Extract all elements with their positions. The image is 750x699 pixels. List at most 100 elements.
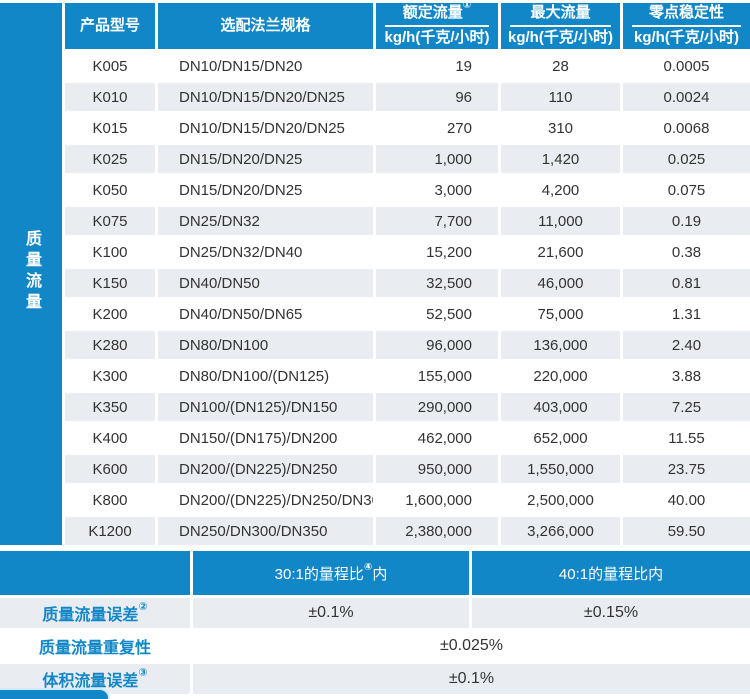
model-cell: K075: [65, 207, 155, 235]
repeatability-row: 质量流量重复性 ±0.025%: [0, 631, 750, 661]
flange-spec-cell: DN200/(DN225)/DN250: [158, 455, 373, 483]
rated-flow-cell: 290,000: [376, 393, 498, 421]
accuracy-header-turndown-30: 30:1的量程比④内: [193, 551, 469, 595]
rated-flow-cell: 950,000: [376, 455, 498, 483]
table-row: K800 DN200/(DN225)/DN250/DN300 1,600,000…: [0, 486, 750, 514]
footnote-4-icon: ④: [363, 561, 373, 573]
model-cell: K1200: [65, 517, 155, 545]
repeatability-value: ±0.025%: [193, 631, 750, 661]
model-cell: K150: [65, 269, 155, 297]
max-flow-cell: 4,200: [501, 176, 620, 204]
table-row: K1200 DN250/DN300/DN350 2,380,000 3,266,…: [0, 517, 750, 545]
header-zero-unit: kg/h(千克/小时): [634, 29, 739, 46]
spec-header-row: 质量流量 产品型号 选配法兰规格 额定流量① kg/h(千克/小时) 最大流量 …: [0, 3, 750, 545]
zero-stability-cell: 0.025: [623, 145, 750, 173]
flange-spec-cell: DN10/DN15/DN20: [158, 52, 373, 80]
flange-spec-cell: DN25/DN32: [158, 207, 373, 235]
flange-spec-cell: DN15/DN20/DN25: [158, 145, 373, 173]
max-flow-cell: 21,600: [501, 238, 620, 266]
flange-spec-cell: DN40/DN50: [158, 269, 373, 297]
accuracy-table: 30:1的量程比④内 40:1的量程比内 质量流量误差② ±0.1% ±0.15…: [0, 548, 750, 697]
zero-stability-cell: 0.0005: [623, 52, 750, 80]
mass-flow-error-row: 质量流量误差② ±0.1% ±0.15%: [0, 598, 750, 628]
header-zero-title: 零点稳定性: [648, 4, 724, 22]
zero-stability-cell: 0.81: [623, 269, 750, 297]
header-max-flow: 最大流量 kg/h(千克/小时): [501, 3, 620, 49]
zero-stability-cell: 0.0068: [623, 114, 750, 142]
table-row: K350 DN100/(DN125)/DN150 290,000 403,000…: [0, 393, 750, 421]
model-cell: K400: [65, 424, 155, 452]
max-flow-cell: 1,420: [501, 145, 620, 173]
footnote-2-icon: ②: [138, 600, 148, 613]
flange-spec-cell: DN200/(DN225)/DN250/DN300: [158, 486, 373, 514]
table-row: K150 DN40/DN50 32,500 46,000 0.81: [0, 269, 750, 297]
fraction-divider: [632, 25, 741, 27]
header-zero-stability: 零点稳定性 kg/h(千克/小时): [623, 3, 750, 49]
table-row: K015 DN10/DN15/DN20/DN25 270 310 0.0068: [0, 114, 750, 142]
header-model: 产品型号: [65, 3, 155, 49]
footnote-3-icon: ③: [138, 666, 148, 679]
rated-flow-cell: 19: [376, 52, 498, 80]
max-flow-cell: 652,000: [501, 424, 620, 452]
flange-spec-cell: DN10/DN15/DN20/DN25: [158, 114, 373, 142]
footnote-1-icon: ①: [462, 3, 472, 12]
table-row: K005 DN10/DN15/DN20 19 28 0.0005: [0, 52, 750, 80]
rated-flow-cell: 52,500: [376, 300, 498, 328]
max-flow-cell: 110: [501, 83, 620, 111]
max-flow-cell: 11,000: [501, 207, 620, 235]
zero-stability-cell: 0.075: [623, 176, 750, 204]
table-row: K010 DN10/DN15/DN20/DN25 96 110 0.0024: [0, 83, 750, 111]
flange-spec-cell: DN40/DN50/DN65: [158, 300, 373, 328]
rated-flow-cell: 270: [376, 114, 498, 142]
max-flow-cell: 136,000: [501, 331, 620, 359]
table-row: K100 DN25/DN32/DN40 15,200 21,600 0.38: [0, 238, 750, 266]
rated-flow-cell: 15,200: [376, 238, 498, 266]
rated-flow-cell: 462,000: [376, 424, 498, 452]
flange-spec-cell: DN80/DN100/(DN125): [158, 362, 373, 390]
model-cell: K300: [65, 362, 155, 390]
max-flow-cell: 46,000: [501, 269, 620, 297]
zero-stability-cell: 11.55: [623, 424, 750, 452]
fraction-divider: [385, 25, 489, 27]
model-cell: K200: [65, 300, 155, 328]
model-cell: K050: [65, 176, 155, 204]
table-row: K280 DN80/DN100 96,000 136,000 2.40: [0, 331, 750, 359]
accuracy-table-body: 30:1的量程比④内 40:1的量程比内 质量流量误差② ±0.1% ±0.15…: [0, 551, 750, 694]
table-row: K050 DN15/DN20/DN25 3,000 4,200 0.075: [0, 176, 750, 204]
flow-spec-table: 质量流量 产品型号 选配法兰规格 额定流量① kg/h(千克/小时) 最大流量 …: [0, 3, 750, 545]
volume-flow-error-value: ±0.1%: [193, 664, 750, 694]
next-section-corner-tab: [0, 688, 110, 699]
max-flow-cell: 3,266,000: [501, 517, 620, 545]
header-flange: 选配法兰规格: [158, 3, 373, 49]
flange-spec-cell: DN100/(DN125)/DN150: [158, 393, 373, 421]
accuracy-header-turndown-40: 40:1的量程比内: [472, 551, 750, 595]
zero-stability-cell: 0.19: [623, 207, 750, 235]
flange-spec-cell: DN80/DN100: [158, 331, 373, 359]
flow-table-body: 质量流量 产品型号 选配法兰规格 额定流量① kg/h(千克/小时) 最大流量 …: [0, 3, 750, 545]
header-rated-unit: kg/h(千克/小时): [384, 29, 490, 46]
max-flow-cell: 28: [501, 52, 620, 80]
table-row: K200 DN40/DN50/DN65 52,500 75,000 1.31: [0, 300, 750, 328]
model-cell: K280: [65, 331, 155, 359]
header-rated-title: 额定流量①: [376, 3, 498, 23]
table-row: K400 DN150/(DN175)/DN200 462,000 652,000…: [0, 424, 750, 452]
max-flow-cell: 310: [501, 114, 620, 142]
mass-flow-error-label: 质量流量误差②: [0, 598, 190, 628]
max-flow-cell: 2,500,000: [501, 486, 620, 514]
rated-flow-cell: 2,380,000: [376, 517, 498, 545]
rated-flow-cell: 1,600,000: [376, 486, 498, 514]
model-cell: K600: [65, 455, 155, 483]
volume-flow-error-row: 体积流量误差③ ±0.1%: [0, 664, 750, 694]
zero-stability-cell: 40.00: [623, 486, 750, 514]
rated-flow-cell: 32,500: [376, 269, 498, 297]
model-cell: K100: [65, 238, 155, 266]
flange-spec-cell: DN250/DN300/DN350: [158, 517, 373, 545]
header-max-title: 最大流量: [530, 4, 591, 22]
rated-flow-cell: 7,700: [376, 207, 498, 235]
accuracy-header-blank: [0, 551, 190, 595]
zero-stability-cell: 1.31: [623, 300, 750, 328]
mass-flow-sidebar: 质量流量: [0, 3, 62, 545]
model-cell: K005: [65, 52, 155, 80]
table-row: K600 DN200/(DN225)/DN250 950,000 1,550,0…: [0, 455, 750, 483]
